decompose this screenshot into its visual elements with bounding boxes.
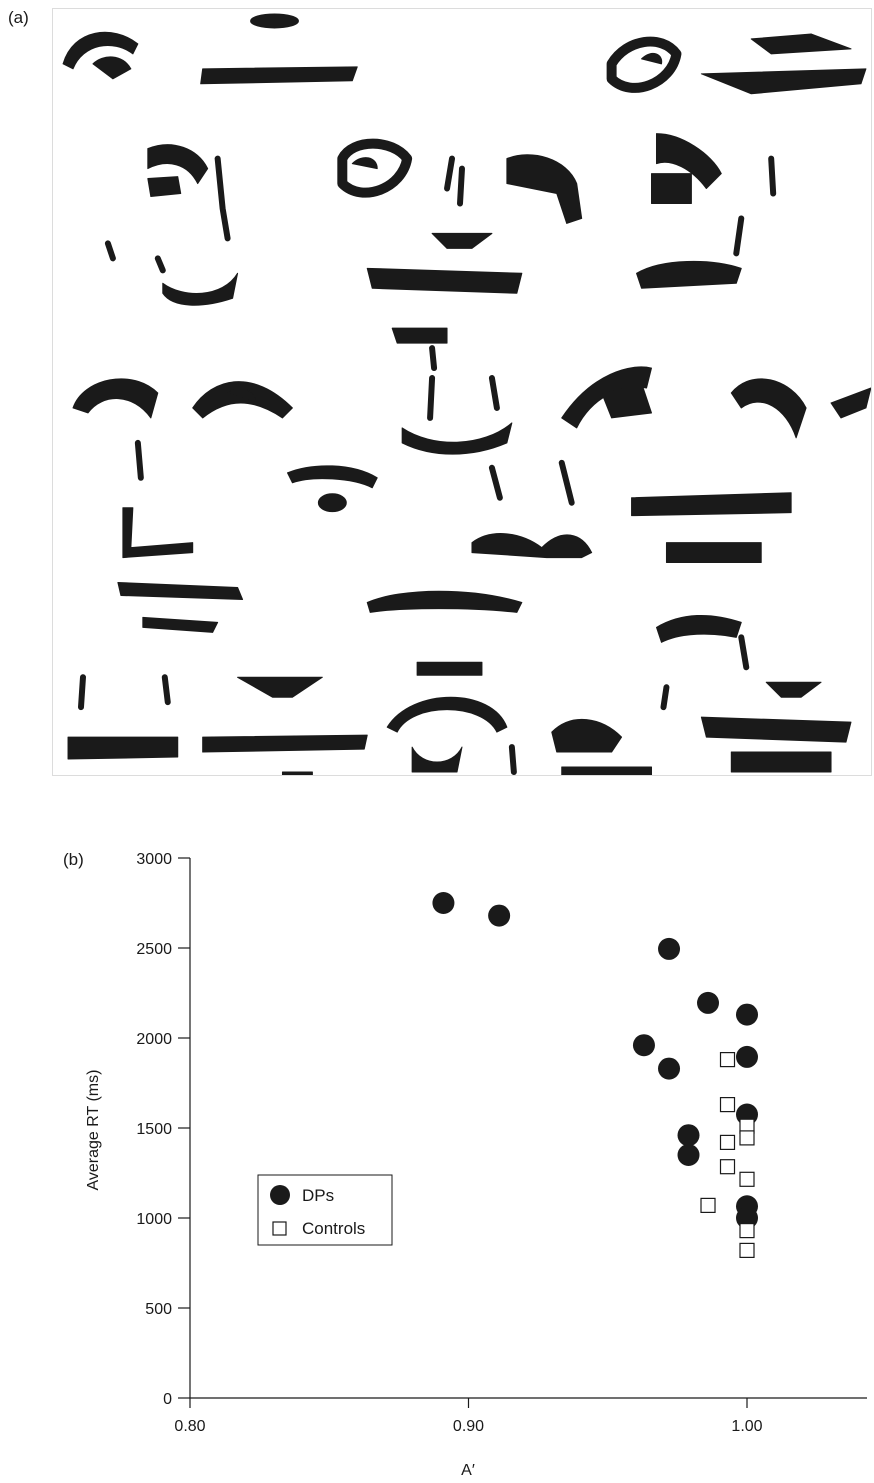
panel-b-label: (b) (63, 850, 84, 869)
dp-point (658, 1057, 681, 1080)
control-point (739, 1171, 755, 1187)
dp-point (677, 1124, 700, 1147)
chart-marks (432, 892, 758, 1258)
legend-marker-controls (272, 1221, 287, 1236)
y-axis-title: Average RT (ms) (85, 1070, 102, 1191)
y-tick-label: 3000 (136, 851, 172, 868)
legend: DPs Controls (257, 1174, 393, 1246)
control-point (739, 1130, 755, 1146)
y-tick-label: 0 (163, 1391, 172, 1408)
panel-a-label: (a) (8, 8, 29, 27)
x-axis-title: A′ (461, 1462, 475, 1479)
y-tick-label: 2000 (136, 1031, 172, 1048)
mooney-face-stimulus-image (52, 8, 872, 776)
dp-point (488, 904, 511, 927)
dp-point (658, 937, 681, 960)
control-point (719, 1159, 736, 1175)
x-tick-label: 0.90 (453, 1418, 484, 1435)
dp-point (697, 991, 720, 1014)
dp-point (632, 1034, 655, 1057)
y-tick-label: 2500 (136, 941, 172, 958)
control-point (719, 1097, 736, 1113)
scatter-chart: 0 500 1000 1500 2000 2500 3000 0.80 0.90 1.00 DPs… (85, 851, 867, 1479)
y-tick-label: 1500 (136, 1121, 172, 1138)
x-tick-label: 0.80 (174, 1418, 205, 1435)
legend-label-dps: DPs (302, 1186, 334, 1205)
y-tick-label: 500 (145, 1301, 172, 1318)
dp-point (677, 1144, 700, 1166)
dp-point (432, 892, 455, 914)
dp-point (736, 1003, 758, 1026)
control-point (719, 1134, 736, 1150)
dp-point (736, 1045, 758, 1068)
control-point (739, 1242, 755, 1258)
legend-label-controls: Controls (302, 1219, 365, 1238)
y-tick-label: 1000 (136, 1211, 172, 1228)
control-point (700, 1197, 716, 1213)
control-point (739, 1223, 755, 1239)
control-point (719, 1052, 736, 1068)
x-tick-label: 1.00 (731, 1418, 762, 1435)
chart-axes: 0 500 1000 1500 2000 2500 3000 0.80 0.90 1.00 (136, 851, 867, 1435)
legend-marker-dps (270, 1185, 290, 1205)
